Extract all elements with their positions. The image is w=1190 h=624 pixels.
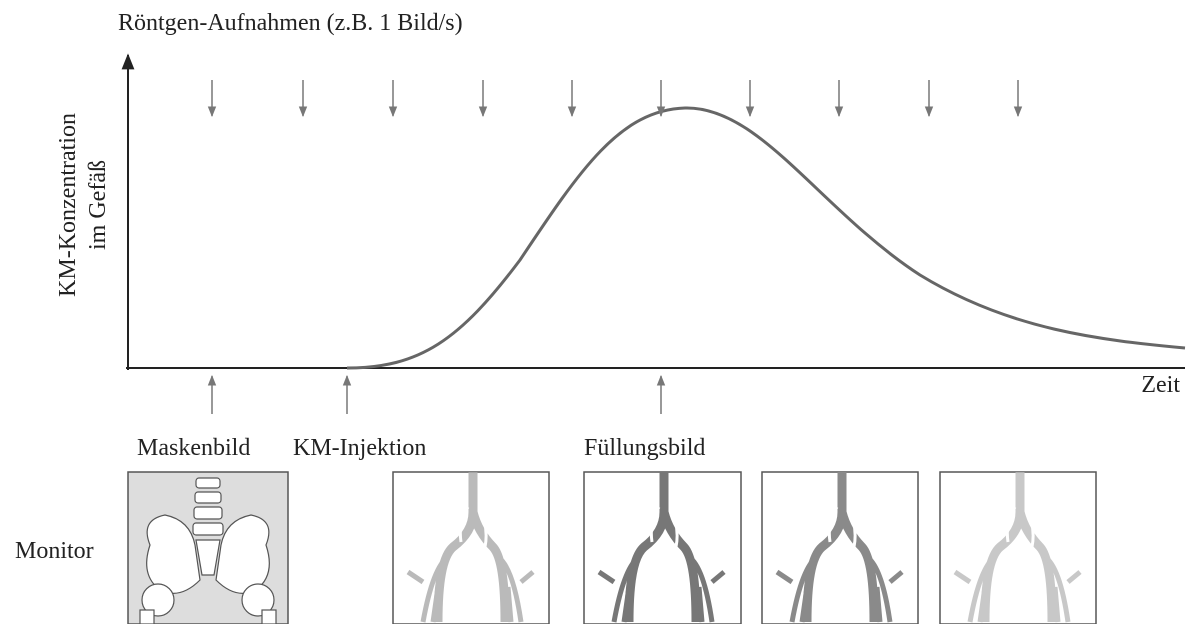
frame [939,472,1097,624]
event-arrows [207,374,666,414]
marker-label: KM-Injektion [293,435,426,461]
y-label-2: im Gefäß [85,160,111,250]
monitor-label: Monitor [15,538,94,564]
xray-arrows [207,80,1023,118]
mask-image [127,471,289,624]
marker-label: Maskenbild [137,435,250,461]
header-title: Röntgen-Aufnahmen (z.B. 1 Bild/s) [118,10,463,36]
frame [761,472,919,624]
y-label-1: KM-Konzentration [55,113,81,297]
marker-label: Füllungsbild [584,435,705,461]
frame [583,472,742,624]
frame [392,472,550,624]
x-label: Zeit [1141,372,1180,398]
concentration-curve [346,106,1186,370]
